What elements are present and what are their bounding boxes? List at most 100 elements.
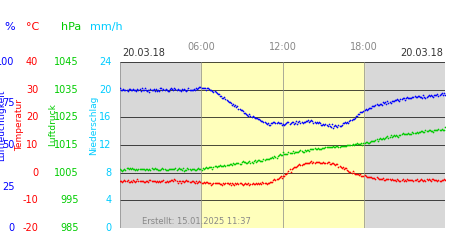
Point [236, 108, 243, 112]
Point [285, 169, 292, 173]
Point [215, 164, 222, 168]
Point [440, 128, 447, 132]
Point [149, 88, 156, 92]
Point [397, 179, 404, 183]
Point [235, 160, 242, 164]
Point [300, 162, 307, 166]
Point [250, 115, 257, 119]
Point [130, 166, 138, 170]
Point [198, 181, 205, 185]
Point [296, 162, 303, 166]
Point [156, 168, 163, 172]
Point [188, 167, 195, 171]
Point [366, 140, 373, 144]
Point [309, 148, 316, 152]
Point [200, 180, 207, 184]
Point [171, 167, 178, 171]
Point [306, 161, 313, 165]
Point [195, 180, 202, 184]
Point [412, 94, 419, 98]
Point [389, 99, 396, 103]
Point [345, 120, 352, 124]
Point [120, 168, 127, 172]
Point [178, 179, 185, 183]
Point [384, 177, 391, 181]
Point [122, 168, 129, 172]
Point [429, 130, 436, 134]
Point [297, 121, 304, 125]
Point [340, 144, 347, 148]
Point [274, 154, 281, 158]
Point [131, 88, 139, 92]
Point [306, 147, 314, 151]
Point [273, 177, 280, 181]
Point [191, 181, 198, 185]
Point [153, 167, 161, 171]
Point [136, 88, 143, 92]
Point [203, 180, 211, 184]
Point [403, 132, 410, 136]
Point [433, 93, 440, 97]
Point [240, 182, 248, 186]
Point [311, 120, 318, 124]
Point [233, 161, 240, 165]
Point [260, 181, 267, 185]
Point [275, 120, 282, 124]
Point [389, 134, 396, 138]
Point [121, 167, 128, 171]
Point [186, 167, 193, 171]
Point [405, 178, 413, 182]
Point [298, 163, 305, 167]
Point [117, 179, 124, 183]
Point [436, 128, 443, 132]
Point [322, 122, 329, 126]
Point [342, 144, 349, 148]
Point [324, 124, 331, 128]
Point [164, 168, 171, 172]
Point [410, 95, 417, 99]
Point [213, 181, 220, 185]
Point [172, 88, 179, 92]
Point [134, 168, 141, 172]
Point [369, 104, 377, 108]
Point [127, 88, 135, 92]
Point [118, 168, 126, 172]
Point [271, 154, 278, 158]
Point [376, 102, 383, 106]
Point [227, 162, 234, 166]
Point [197, 85, 204, 89]
Point [209, 167, 216, 171]
Point [359, 142, 366, 146]
Point [382, 178, 389, 182]
Point [323, 161, 330, 165]
Point [432, 178, 439, 182]
Point [371, 176, 378, 180]
Point [324, 160, 331, 164]
Point [387, 134, 394, 138]
Point [248, 182, 255, 186]
Point [128, 88, 135, 92]
Point [359, 110, 366, 114]
Point [328, 145, 336, 149]
Point [435, 94, 442, 98]
Point [234, 104, 241, 108]
Point [435, 178, 442, 182]
Point [174, 180, 181, 184]
Point [186, 88, 193, 92]
Point [197, 167, 204, 171]
Point [413, 130, 420, 134]
Point [130, 167, 137, 171]
Point [249, 161, 256, 165]
Point [248, 160, 255, 164]
Point [396, 133, 403, 137]
Point [253, 116, 261, 120]
Point [316, 147, 324, 151]
Point [120, 87, 127, 91]
Point [429, 177, 436, 181]
Point [331, 162, 338, 166]
Point [190, 167, 198, 171]
Point [150, 167, 158, 171]
Point [241, 181, 248, 185]
Point [175, 166, 182, 170]
Point [301, 148, 308, 152]
